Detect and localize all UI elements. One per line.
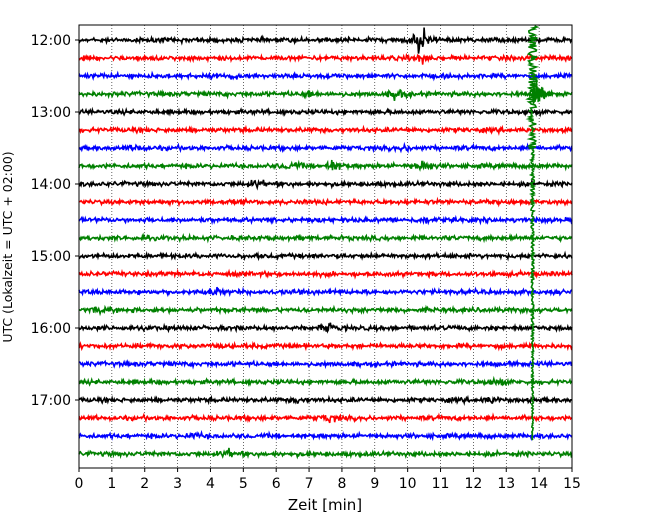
x-tick-label: 11 (432, 476, 450, 492)
trace-1445 (78, 232, 573, 244)
trace-1715 (78, 412, 573, 424)
x-tick-label: 3 (173, 476, 182, 492)
trace-1630 (78, 358, 573, 370)
y-tick-label: 16:00 (31, 321, 71, 337)
trace-1730 (78, 429, 573, 442)
y-tick-label: 17:00 (31, 393, 71, 409)
x-tick-label: 0 (75, 476, 84, 492)
trace-1545 (78, 304, 573, 317)
grid-lines (111, 25, 540, 468)
x-tick-label: 7 (305, 476, 314, 492)
x-tick-label: 9 (370, 476, 379, 492)
x-tick-label: 1 (107, 476, 116, 492)
x-tick-label: 12 (464, 476, 482, 492)
x-tick-label: 13 (497, 476, 515, 492)
plot-frame (78, 24, 573, 469)
trace-1230 (78, 70, 573, 82)
trace-1315 (78, 124, 573, 136)
y-axis-label: UTC (Lokalzeit = UTC + 02:00) (0, 151, 15, 342)
trace-1215 (78, 52, 573, 65)
trace-1515 (78, 268, 573, 280)
trace-1430 (78, 214, 573, 226)
y-tick-label: 13:00 (31, 105, 71, 121)
traces-group (78, 27, 573, 460)
trace-1245 (78, 88, 573, 101)
trace-1300 (78, 106, 573, 118)
trace-1500 (78, 250, 573, 262)
earthquake-coda (531, 81, 553, 104)
x-tick-label: 14 (530, 476, 548, 492)
trace-1200 (78, 27, 573, 54)
trace-1345 (78, 159, 573, 172)
x-axis-label: Zeit [min] (288, 496, 362, 514)
x-tick-label: 2 (140, 476, 149, 492)
trace-1645 (78, 375, 573, 387)
trace-1415 (78, 196, 573, 208)
y-tick-label: 15:00 (31, 249, 71, 265)
x-tick-label: 8 (337, 476, 346, 492)
trace-1600 (78, 322, 573, 334)
x-axis-ticks: 0 1 2 3 4 5 6 7 8 9 10 11 12 13 14 15 (75, 468, 581, 492)
x-tick-label: 15 (563, 476, 581, 492)
trace-1745 (78, 447, 573, 460)
x-tick-label: 5 (239, 476, 248, 492)
trace-1700 (78, 394, 573, 406)
x-tick-label: 4 (206, 476, 215, 492)
trace-1615 (78, 340, 573, 352)
earthquake-signal (525, 25, 553, 441)
trace-1400 (78, 178, 573, 191)
trace-1530 (78, 286, 573, 298)
y-tick-label: 12:00 (31, 33, 71, 49)
y-axis-ticks: 12:00 13:00 14:00 15:00 16:00 17:00 (31, 33, 79, 409)
x-tick-label: 10 (399, 476, 417, 492)
trace-1330 (78, 141, 573, 154)
y-tick-label: 14:00 (31, 177, 71, 193)
x-tick-label: 6 (272, 476, 281, 492)
